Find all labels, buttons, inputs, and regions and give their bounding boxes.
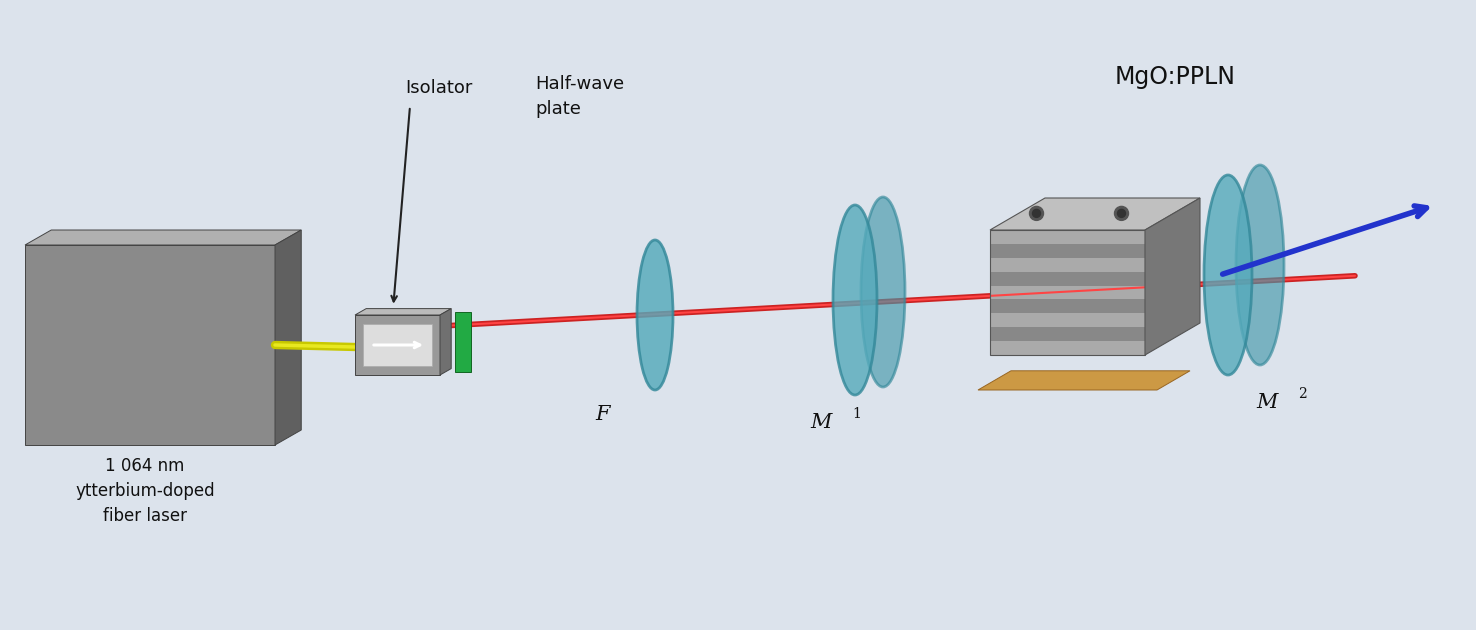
Circle shape: [1114, 207, 1129, 220]
Polygon shape: [275, 230, 301, 445]
Polygon shape: [25, 230, 301, 245]
Circle shape: [1033, 209, 1041, 217]
Text: Isolator: Isolator: [404, 79, 472, 97]
Polygon shape: [979, 371, 1190, 390]
Polygon shape: [990, 258, 1145, 272]
Text: 1: 1: [852, 407, 861, 421]
Text: Half-wave
plate: Half-wave plate: [534, 75, 624, 118]
Circle shape: [1117, 209, 1126, 217]
Text: M: M: [1256, 393, 1277, 412]
Polygon shape: [990, 285, 1145, 299]
Ellipse shape: [1235, 165, 1284, 365]
Circle shape: [1029, 207, 1044, 220]
Polygon shape: [990, 327, 1145, 341]
Polygon shape: [990, 299, 1145, 313]
Ellipse shape: [1204, 175, 1252, 375]
Polygon shape: [990, 230, 1145, 244]
Text: MgO:PPLN: MgO:PPLN: [1114, 65, 1235, 89]
Polygon shape: [990, 272, 1145, 285]
Polygon shape: [356, 309, 452, 315]
Text: 1 064 nm
ytterbium-doped
fiber laser: 1 064 nm ytterbium-doped fiber laser: [75, 457, 215, 525]
FancyBboxPatch shape: [363, 324, 432, 366]
Polygon shape: [990, 341, 1145, 355]
Polygon shape: [990, 198, 1200, 230]
Polygon shape: [25, 245, 275, 445]
Ellipse shape: [832, 205, 877, 395]
Polygon shape: [356, 315, 440, 375]
Polygon shape: [440, 309, 452, 375]
Text: M: M: [810, 413, 831, 432]
Ellipse shape: [638, 240, 673, 390]
Polygon shape: [990, 313, 1145, 327]
Polygon shape: [1145, 198, 1200, 355]
Text: F: F: [596, 405, 610, 424]
Polygon shape: [990, 244, 1145, 258]
Text: 2: 2: [1297, 387, 1306, 401]
Polygon shape: [455, 312, 471, 372]
Ellipse shape: [861, 197, 905, 387]
